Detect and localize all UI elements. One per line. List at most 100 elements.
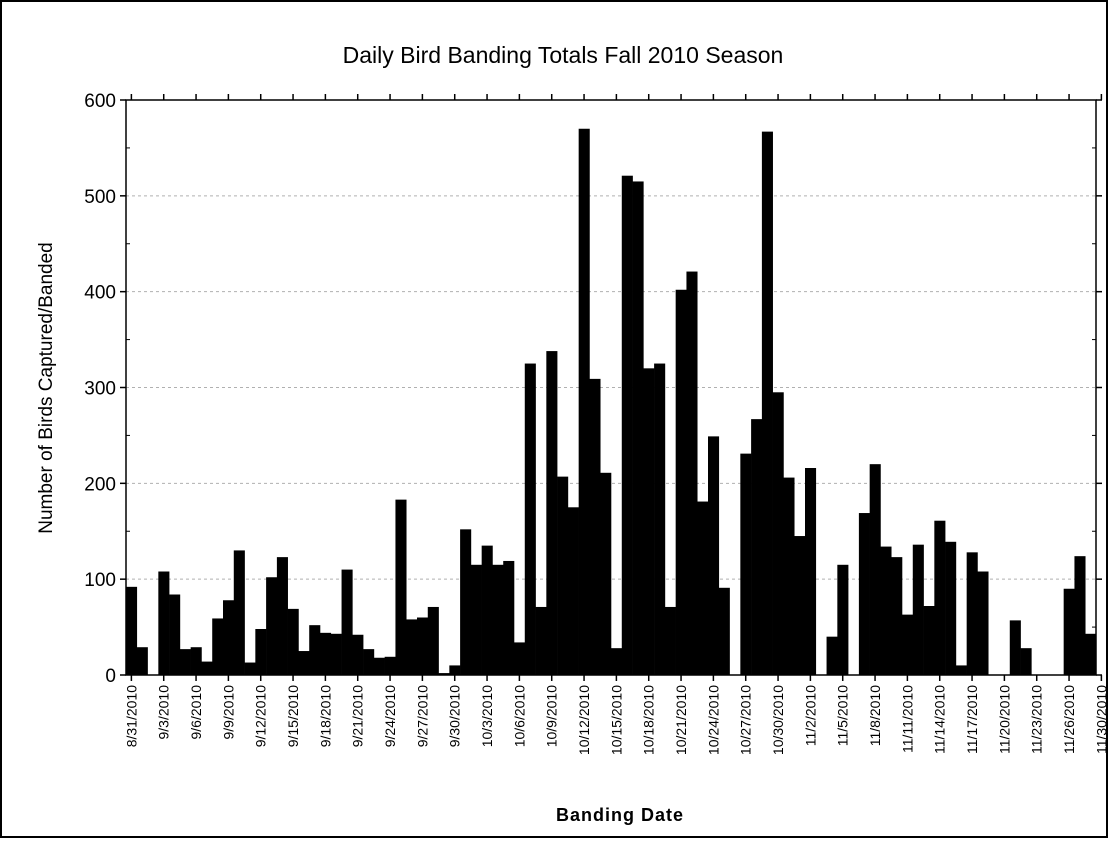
bar [276,557,288,675]
bar [136,647,148,675]
x-tick-label: 9/18/2010 [317,685,333,747]
bar [761,131,773,675]
bar [772,392,784,675]
bar [233,550,245,675]
x-tick-label: 11/5/2010 [835,685,851,746]
bar [169,594,181,675]
bar [524,363,536,675]
x-tick-label: 9/9/2010 [220,685,236,740]
bar [621,175,633,676]
x-tick-label: 10/6/2010 [511,685,527,747]
bar [190,647,202,675]
bar [578,128,590,675]
bar [373,657,385,675]
x-tick-label: 11/30/2010 [1093,685,1108,754]
bar [503,560,515,675]
y-tick-label: 200 [84,474,116,495]
bar [826,636,838,675]
bar [880,546,892,675]
bar [363,649,375,675]
bar [675,289,687,675]
bar [546,351,558,675]
bar [600,472,612,675]
x-tick-label: 10/18/2010 [641,685,657,755]
x-tick-label: 11/11/2010 [899,685,915,753]
y-axis-label: Number of Birds Captured/Banded [36,242,57,534]
bar [244,662,256,675]
x-tick-label: 10/24/2010 [705,685,721,755]
bar [858,513,870,675]
bar [514,642,526,675]
bar [406,619,418,675]
x-tick-label: 9/12/2010 [253,685,269,747]
bar [794,536,806,675]
x-tick-label: 9/30/2010 [447,685,463,747]
bar [287,608,299,675]
bar [837,564,849,675]
x-tick-label: 9/27/2010 [414,685,430,747]
bar [460,529,472,675]
bar [751,419,763,675]
bar [912,544,924,675]
x-tick-label: 10/30/2010 [770,685,786,755]
bar [955,665,967,675]
bar [923,606,935,675]
bar [686,271,698,675]
bar [126,586,138,675]
bar [255,629,267,675]
bar [352,634,364,675]
bar-series [126,128,1097,676]
chart-title: Daily Bird Banding Totals Fall 2010 Seas… [343,42,784,68]
x-tick-label: 11/17/2010 [964,685,980,754]
bar [395,499,407,675]
bar [223,600,235,675]
bar [966,552,978,675]
bar [654,363,666,675]
x-tick-label: 9/3/2010 [156,685,172,740]
bar [1063,588,1075,675]
x-tick-label: 11/26/2010 [1061,685,1077,754]
bar [708,436,720,675]
bar [740,453,752,675]
bar [1074,556,1086,675]
x-tick-label: 10/9/2010 [544,685,560,747]
bar [934,520,946,675]
bar [266,577,278,675]
bar [384,656,396,675]
y-tick-label: 100 [84,570,116,591]
bar [567,507,579,675]
bar [891,557,903,675]
bar [212,618,224,675]
bar [664,606,676,675]
y-tick-label: 400 [84,283,116,304]
bar [697,501,709,675]
bar [643,368,655,675]
bar [783,477,795,675]
bar [179,649,191,675]
x-axis-label: Banding Date [556,805,684,825]
bar [158,571,170,675]
x-tick-label: 10/27/2010 [738,685,754,755]
bar [320,632,332,675]
y-tick-label: 0 [105,666,116,687]
bar [492,564,504,675]
bar [330,633,342,675]
bar [945,541,957,675]
bar [902,614,914,675]
bar [632,181,644,676]
bar [298,651,310,675]
bar [718,587,730,675]
x-tick-label: 8/31/2010 [123,685,139,747]
bar [557,476,569,675]
y-tick-label: 600 [84,91,116,112]
bar [589,378,601,675]
bar [535,606,547,675]
bar [201,661,213,675]
x-tick-label: 9/24/2010 [382,685,398,747]
x-tick-label: 11/14/2010 [932,685,948,754]
bar [417,617,429,675]
bar [1020,648,1032,675]
x-tick-label: 9/21/2010 [350,685,366,747]
